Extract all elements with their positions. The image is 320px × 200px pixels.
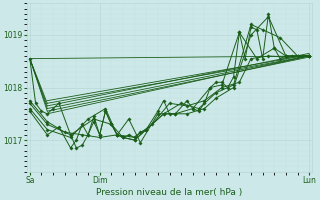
X-axis label: Pression niveau de la mer( hPa ): Pression niveau de la mer( hPa ): [96, 188, 243, 197]
